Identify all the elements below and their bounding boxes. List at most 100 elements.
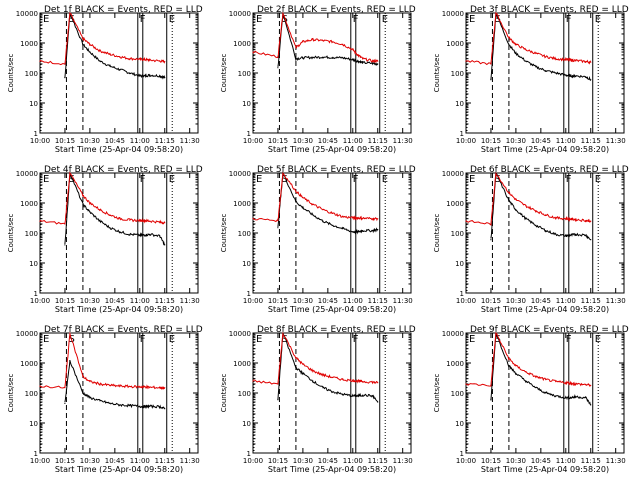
x-axis-label: Start Time (25-Apr-04 09:58:20) — [55, 145, 183, 154]
data-point — [144, 220, 146, 222]
data-point — [119, 404, 121, 406]
plot-frame — [465, 332, 625, 454]
data-point — [372, 60, 374, 62]
data-point — [164, 61, 166, 63]
data-point — [377, 218, 379, 220]
data-point — [139, 386, 141, 388]
data-point — [82, 43, 84, 46]
x-tick-label: 11:30 — [180, 457, 200, 465]
panel-title: Det 6f BLACK = Events, RED = LLD — [470, 165, 629, 175]
y-tick-label: 1000 — [446, 40, 464, 48]
y-tick-label: 100 — [25, 70, 38, 78]
data-point — [377, 382, 379, 384]
data-point — [508, 358, 510, 360]
data-point — [352, 59, 354, 61]
data-point — [129, 385, 131, 388]
data-point — [357, 395, 359, 397]
x-tick-label: 10:00 — [456, 297, 476, 305]
y-tick-label: 1000 — [20, 360, 38, 368]
data-point — [119, 69, 121, 71]
x-tick-label: 11:30 — [606, 457, 626, 465]
data-point — [575, 396, 577, 398]
data-point — [39, 60, 41, 62]
y-tick-label: 10 — [242, 260, 251, 268]
y-tick-label: 100 — [238, 230, 251, 238]
data-point — [495, 172, 497, 174]
x-tick-label: 11:00 — [343, 457, 363, 465]
data-point — [465, 60, 467, 62]
panel-title: Det 3f BLACK = Events, RED = LLD — [470, 5, 629, 15]
x-tick-label: 10:00 — [30, 137, 50, 145]
y-tick-label: 10000 — [229, 10, 251, 18]
series-lld — [39, 171, 166, 225]
series-lld — [39, 12, 166, 66]
data-point — [89, 397, 91, 399]
data-point — [302, 197, 304, 199]
data-point — [149, 220, 151, 222]
data-point — [322, 40, 324, 42]
data-point — [82, 203, 84, 205]
data-point — [282, 12, 284, 14]
y-axis-label: Counts/sec — [433, 374, 441, 413]
y-tick-label: 1 — [460, 130, 464, 138]
data-point — [352, 217, 354, 219]
data-point — [322, 220, 324, 222]
data-point — [139, 220, 141, 222]
x-tick-label: 10:00 — [456, 137, 476, 145]
data-point — [312, 214, 314, 216]
data-point — [545, 379, 547, 381]
data-point — [64, 77, 66, 79]
x-tick-label: 11:30 — [393, 137, 413, 145]
data-point — [490, 384, 492, 386]
y-tick-label: 100 — [451, 390, 464, 398]
series-events — [490, 171, 591, 241]
x-tick-label: 10:30 — [293, 457, 313, 465]
y-tick-label: 10 — [455, 420, 464, 428]
data-point — [590, 220, 592, 222]
x-tick-label: 11:00 — [130, 297, 150, 305]
y-tick-label: 100 — [451, 230, 464, 238]
plot-frame — [252, 12, 412, 134]
data-point — [295, 357, 297, 359]
panel-title: Det 9f BLACK = Events, RED = LLD — [470, 325, 629, 335]
data-point — [99, 400, 101, 402]
x-tick-label: 10:45 — [531, 457, 551, 465]
y-tick-label: 10 — [29, 100, 38, 108]
data-point — [149, 386, 151, 388]
data-point — [545, 392, 547, 394]
y-tick-label: 1000 — [233, 360, 251, 368]
data-point — [332, 391, 334, 393]
panel-title: Det 1f BLACK = Events, RED = LLD — [44, 5, 203, 15]
data-point — [252, 51, 254, 53]
data-point — [109, 402, 111, 404]
series-lld — [465, 172, 592, 226]
data-point — [465, 220, 467, 222]
data-point — [515, 43, 517, 46]
y-tick-label: 1 — [247, 130, 251, 138]
data-point — [119, 385, 121, 387]
data-point — [508, 192, 510, 194]
y-tick-label: 100 — [25, 390, 38, 398]
data-point — [555, 233, 557, 235]
data-point — [372, 395, 374, 397]
data-point — [144, 59, 146, 61]
data-point — [352, 49, 354, 51]
data-point — [565, 382, 567, 384]
y-axis-label: Counts/sec — [7, 374, 15, 413]
data-point — [64, 387, 66, 389]
data-point — [129, 219, 131, 221]
data-point — [545, 214, 547, 216]
panel-3: Det 3f BLACK = Events, RED = LLD 10000 100… — [433, 5, 629, 154]
plot-frame — [39, 12, 199, 134]
y-axis-label: Counts/sec — [220, 54, 228, 93]
y-axis-label: Counts/sec — [433, 54, 441, 93]
x-axis-label: Start Time (25-Apr-04 09:58:20) — [481, 305, 609, 314]
data-point — [89, 51, 91, 53]
data-point — [332, 376, 334, 378]
data-point — [535, 52, 537, 55]
x-tick-label: 11:15 — [581, 137, 601, 145]
series-events — [490, 12, 592, 82]
marker-label: E — [43, 174, 49, 185]
y-tick-label: 1 — [460, 290, 464, 298]
x-tick-label: 10:15 — [55, 457, 75, 465]
